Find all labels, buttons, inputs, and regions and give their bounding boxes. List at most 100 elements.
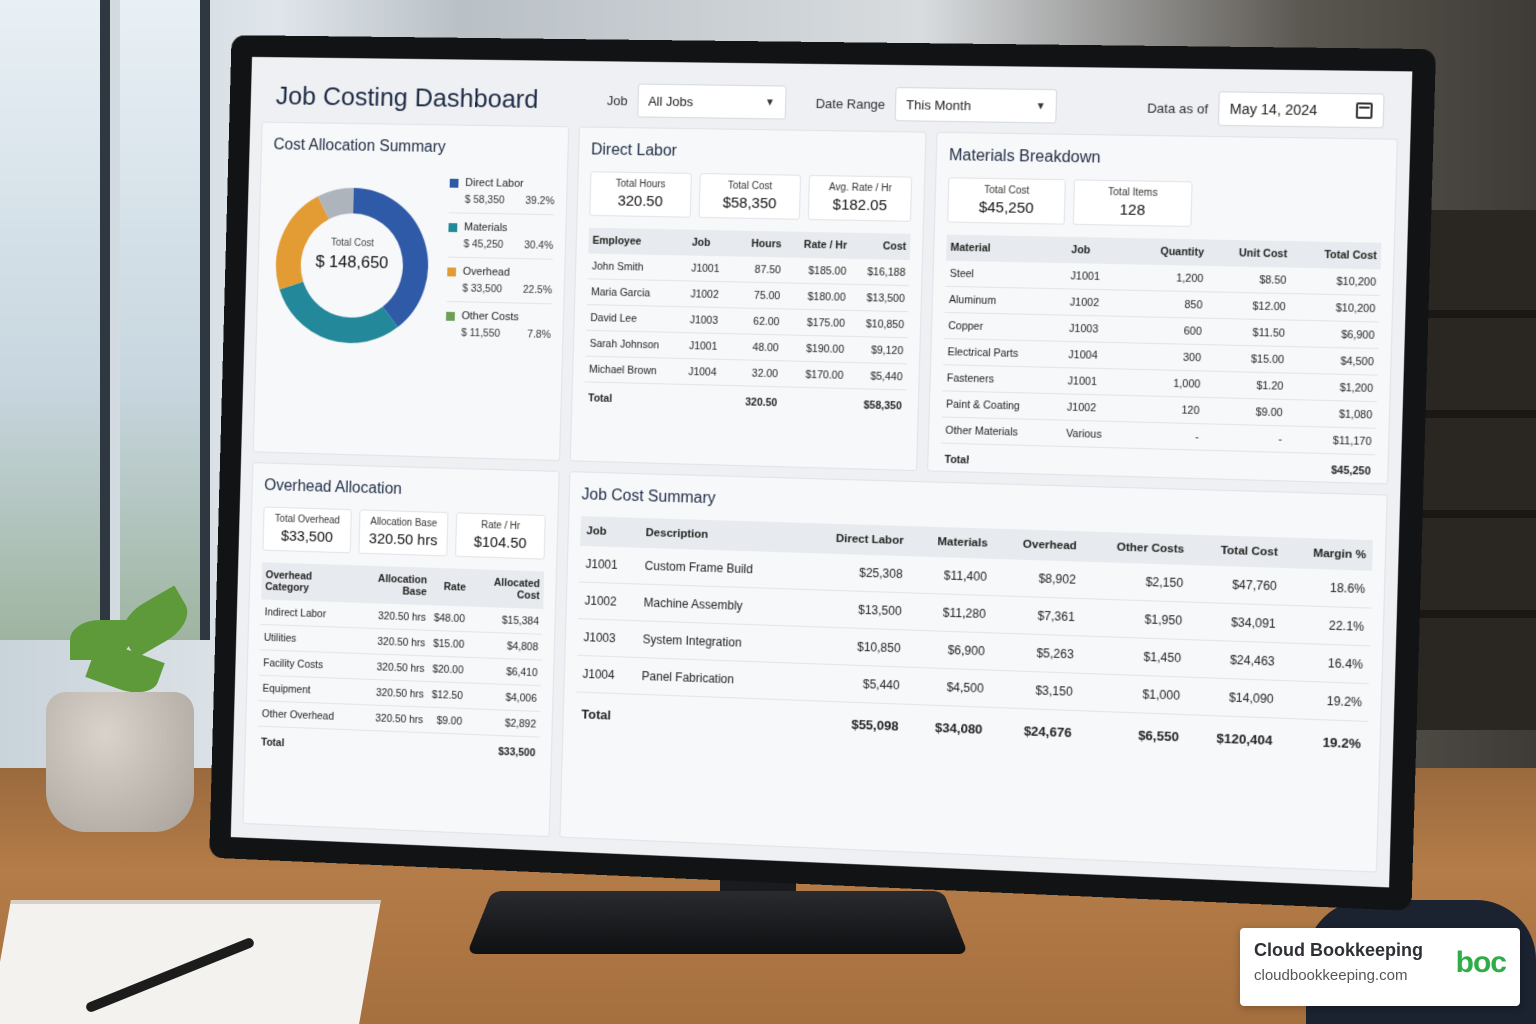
kpi-value: $182.05 — [815, 196, 904, 215]
table-cell: $3,150 — [989, 670, 1079, 711]
kpi-total-cost: Total Cost $58,350 — [698, 173, 801, 220]
kpi-value: 128 — [1080, 201, 1185, 220]
data-as-of-label: Data as of — [1147, 100, 1208, 116]
column-header[interactable]: Total Cost — [1190, 535, 1285, 568]
monitor-stand-base — [467, 891, 968, 954]
table-cell: $58,350 — [846, 388, 906, 419]
table-cell: Utilities — [260, 624, 352, 653]
column-header[interactable]: Overhead — [993, 529, 1083, 562]
column-header[interactable]: Material — [946, 235, 1068, 264]
legend-swatch — [447, 267, 456, 276]
materials-title: Materials Breakdown — [949, 147, 1384, 172]
table-cell: - — [1126, 422, 1203, 450]
donut-slice-materials[interactable] — [290, 286, 391, 332]
legend-label: Direct Labor — [465, 177, 524, 190]
legend-pct: 7.8% — [527, 328, 551, 340]
table-cell: J1003 — [685, 307, 732, 334]
table-cell: David Lee — [586, 305, 686, 333]
table-cell: $1,000 — [1078, 673, 1186, 714]
overhead-table: Overhead Category Allocation Base Rate A… — [257, 562, 544, 766]
job-filter-label: Job — [607, 93, 628, 108]
table-cell: 320.50 hrs — [350, 653, 429, 681]
table-cell: $1,080 — [1286, 399, 1376, 428]
brand-badge: Cloud Bookkeeping cloudbookkeeping.com b… — [1240, 928, 1520, 1006]
table-cell — [426, 733, 466, 763]
kpi-value: 320.50 hrs — [365, 530, 441, 549]
table-cell: $5,440 — [847, 362, 907, 390]
calendar-icon[interactable] — [1356, 102, 1373, 119]
column-header[interactable]: Margin % — [1284, 537, 1373, 570]
table-cell: Total — [257, 726, 349, 758]
chevron-down-icon: ▼ — [765, 97, 775, 108]
table-cell: $9,120 — [848, 336, 908, 363]
table-cell: $24,463 — [1187, 640, 1282, 681]
table-cell: $13,500 — [849, 284, 909, 311]
table-cell: J1002 — [1063, 394, 1128, 422]
column-header[interactable]: Rate — [430, 568, 470, 607]
cost-allocation-card: Cost Allocation Summary Total Cost $ 148… — [253, 122, 570, 461]
table-cell: Paint & Coating — [942, 391, 1064, 420]
table-cell: $34,080 — [904, 704, 989, 748]
kpi-value: $104.50 — [462, 533, 538, 552]
column-header[interactable]: Overhead Category — [261, 562, 353, 602]
column-header[interactable]: Quantity — [1131, 238, 1208, 266]
table-cell: 87.50 — [733, 256, 785, 282]
table-cell: 62.00 — [732, 308, 784, 335]
table-cell: J1001 — [685, 333, 732, 360]
column-header[interactable]: Total Cost — [1291, 241, 1381, 269]
data-as-of-date-picker[interactable]: May 14, 2024 — [1218, 91, 1385, 128]
table-cell: Total — [584, 382, 684, 413]
brand-logo: boc — [1456, 946, 1506, 980]
donut-center: Total Cost $ 148,650 — [270, 236, 435, 274]
table-cell: J1001 — [687, 256, 734, 282]
page-title: Job Costing Dashboard — [275, 80, 538, 114]
cost-legend: Direct Labor $ 58,350 39.2% Materials $ 4… — [445, 169, 556, 369]
column-header[interactable]: Job — [688, 230, 735, 257]
table-cell: Aluminum — [945, 286, 1067, 315]
table-cell: Steel — [945, 261, 1067, 289]
table-cell: Machine Assembly — [637, 584, 800, 626]
column-header[interactable]: Allocation Base — [352, 565, 431, 605]
donut-slice-other-costs[interactable] — [323, 200, 353, 208]
table-cell: J1001 — [1063, 368, 1128, 396]
column-header[interactable]: Direct Labor — [802, 523, 911, 556]
date-range-select[interactable]: This Month ▼ — [895, 87, 1058, 123]
plant-pot — [46, 692, 194, 832]
kpi-allocation-base: Allocation Base 320.50 hrs — [358, 509, 448, 556]
column-header[interactable]: Hours — [734, 231, 786, 258]
legend-item-other-costs: Other Costs $ 11,550 7.8% — [445, 302, 551, 348]
table-cell: $120,404 — [1185, 715, 1280, 760]
legend-swatch — [450, 178, 459, 187]
table-cell: $5,263 — [990, 633, 1080, 673]
table-cell: $6,550 — [1077, 711, 1186, 756]
column-header[interactable]: Cost — [851, 233, 911, 260]
table-cell — [1061, 446, 1126, 477]
table-cell: $11,280 — [907, 593, 992, 633]
table-cell: $55,098 — [796, 700, 905, 745]
table-cell: Various — [1062, 420, 1127, 448]
column-header[interactable]: Allocated Cost — [469, 569, 544, 609]
column-header[interactable]: Other Costs — [1083, 531, 1191, 565]
materials-kpis: Total Cost $45,250 Total Items 128 — [947, 177, 1192, 227]
table-cell: $34,091 — [1188, 602, 1283, 643]
legend-label: Materials — [464, 221, 508, 234]
column-header[interactable]: Job — [1067, 237, 1132, 265]
table-cell: 320.50 hrs — [349, 704, 428, 733]
column-header[interactable]: Rate / Hr — [785, 231, 851, 258]
table-cell: $11.50 — [1206, 318, 1290, 346]
table-cell: 16.4% — [1280, 643, 1369, 684]
table-cell: J1002 — [1065, 289, 1130, 317]
column-header[interactable]: Unit Cost — [1208, 240, 1292, 268]
table-cell: J1004 — [576, 655, 636, 694]
table-cell: $9.00 — [1203, 397, 1287, 426]
table-cell: $4,006 — [466, 683, 541, 711]
column-header[interactable]: Materials — [909, 526, 994, 559]
column-header[interactable]: Employee — [588, 228, 688, 256]
column-header[interactable]: Job — [580, 516, 640, 548]
table-cell: Electrical Parts — [943, 339, 1065, 368]
job-select-value: All Jobs — [648, 93, 693, 109]
direct-labor-card: Direct Labor Total Hours 320.50 Total Cos… — [570, 126, 927, 471]
job-select[interactable]: All Jobs ▼ — [637, 84, 786, 120]
kpi-label: Rate / Hr — [463, 519, 539, 532]
table-cell: Copper — [944, 312, 1066, 341]
